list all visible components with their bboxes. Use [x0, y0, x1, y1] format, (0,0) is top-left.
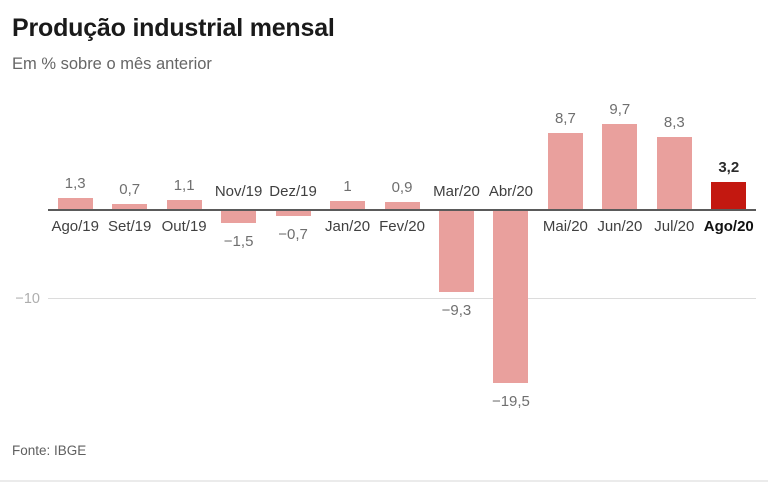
x-axis-category-label: Mar/20	[433, 183, 480, 200]
bar	[547, 133, 583, 210]
bar-value-label: 8,7	[554, 110, 576, 127]
bar	[602, 124, 638, 210]
y-axis-tick-label: −10	[15, 290, 40, 307]
bar	[656, 136, 692, 210]
x-axis-category-label: Ago/20	[703, 218, 754, 235]
bar	[112, 203, 148, 210]
bar	[493, 210, 529, 383]
bar	[275, 210, 311, 217]
x-axis-category-label: Fev/20	[379, 218, 425, 235]
x-axis-category-label: Out/19	[161, 218, 207, 235]
x-axis-category-label: Jan/20	[325, 218, 371, 235]
bar-highlight	[711, 181, 747, 210]
y-gridline	[48, 298, 756, 299]
x-axis-category-label: Set/19	[108, 218, 152, 235]
bar-value-label: −0,7	[278, 226, 308, 244]
bar-value-label: 8,3	[663, 113, 685, 131]
x-axis-category-label: Dez/19	[269, 183, 317, 200]
chart-subtitle: Em % sobre o mês anterior	[12, 55, 212, 73]
bar-value-label: −19,5	[491, 392, 530, 410]
x-axis-category-label: Abr/20	[488, 183, 534, 200]
source-note: Fonte: IBGE	[12, 443, 87, 458]
bar-value-label: −9,3	[441, 302, 472, 320]
bar-value-label: 0,7	[119, 180, 141, 198]
x-axis-category-label: Jul/20	[654, 218, 695, 235]
bar	[438, 210, 474, 293]
x-axis-category-label: Nov/19	[214, 183, 263, 200]
bar-value-label: 1,3	[64, 175, 86, 193]
bar-value-label: 1	[343, 178, 352, 196]
bar-value-label: 0,9	[391, 179, 413, 197]
bar	[330, 201, 366, 210]
bar	[221, 210, 257, 224]
chart-title: Produção industrial mensal	[12, 14, 335, 42]
bottom-divider	[0, 480, 768, 482]
x-axis-category-label: Mai/20	[542, 218, 588, 235]
x-axis-category-label: Jun/20	[597, 218, 643, 235]
bar-value-label: 9,7	[609, 101, 631, 119]
bar	[57, 198, 93, 210]
bar	[384, 202, 420, 210]
x-axis-category-label: Ago/19	[51, 218, 99, 235]
bar-value-label: 1,1	[173, 177, 195, 195]
x-axis-line	[48, 209, 756, 211]
bar-value-label: −1,5	[223, 233, 254, 251]
bar	[166, 200, 202, 210]
bar-value-label: 3,2	[718, 158, 740, 176]
